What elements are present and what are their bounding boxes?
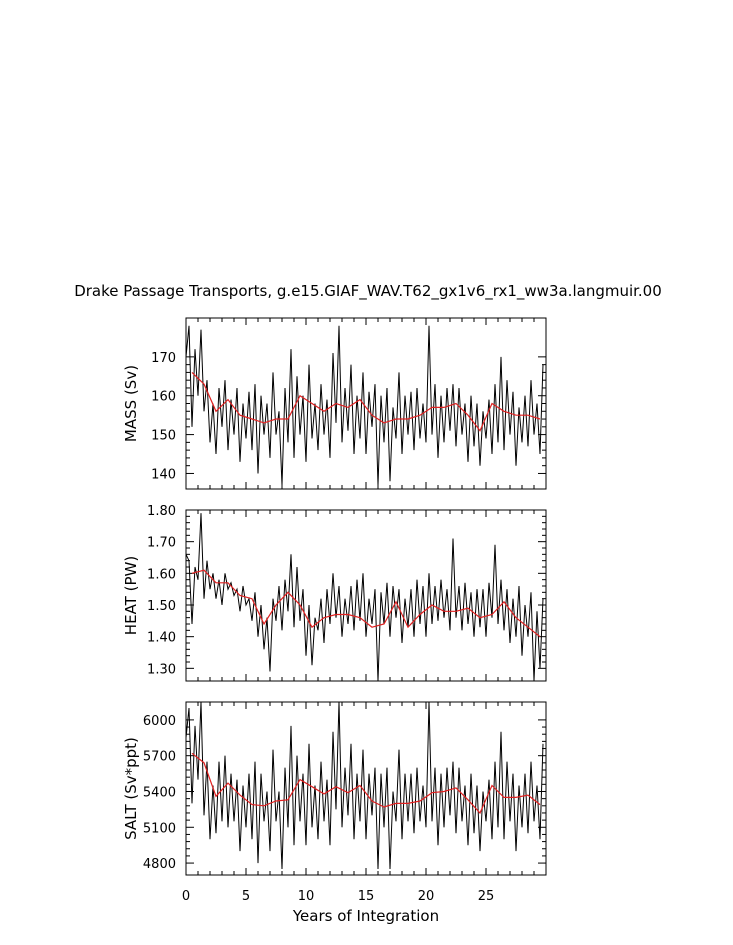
y-tick-label: 1.80 [147, 504, 176, 519]
heat-monthly-series [186, 513, 544, 681]
y-tick-label: 150 [151, 429, 176, 444]
y-tick-label: 170 [151, 351, 176, 366]
y-tick-label: 1.40 [147, 631, 176, 646]
y-tick-label: 4800 [143, 857, 176, 872]
y-tick-label: 5100 [143, 821, 176, 836]
mass-monthly-series [186, 325, 544, 486]
x-tick-label: 5 [242, 889, 250, 904]
salt-y-axis-label: SALT (Sv*ppt) [122, 737, 140, 840]
y-tick-label: 1.60 [147, 567, 176, 582]
heat-y-axis-label: HEAT (PW) [122, 556, 140, 635]
y-tick-label: 160 [151, 390, 176, 405]
y-tick-label: 1.70 [147, 536, 176, 551]
chart-title: Drake Passage Transports, g.e15.GIAF_WAV… [74, 282, 662, 301]
y-tick-label: 5700 [143, 750, 176, 765]
x-tick-label: 20 [418, 889, 435, 904]
mass-panel: 140 150 160 170 MASS (Sv) [122, 317, 547, 490]
x-tick-label: 10 [298, 889, 315, 904]
salt-annual-series [191, 752, 541, 815]
y-tick-label: 6000 [143, 714, 176, 729]
y-tick-label: 5400 [143, 785, 176, 800]
y-tick-label: 1.50 [147, 599, 176, 614]
heat-panel: 1.30 1.40 1.50 1.60 1.70 1.80 HEAT (PW) [122, 504, 547, 682]
mass-y-axis-label: MASS (Sv) [122, 365, 140, 442]
y-tick-label: 140 [151, 467, 176, 482]
x-tick-label: 0 [182, 889, 190, 904]
salt-monthly-series [186, 702, 544, 870]
y-tick-label: 1.30 [147, 662, 176, 677]
x-axis-label: Years of Integration [292, 907, 439, 925]
heat-annual-series [191, 569, 541, 638]
mass-annual-series [191, 371, 541, 432]
x-tick-label: 25 [478, 889, 495, 904]
x-tick-label: 15 [358, 889, 375, 904]
